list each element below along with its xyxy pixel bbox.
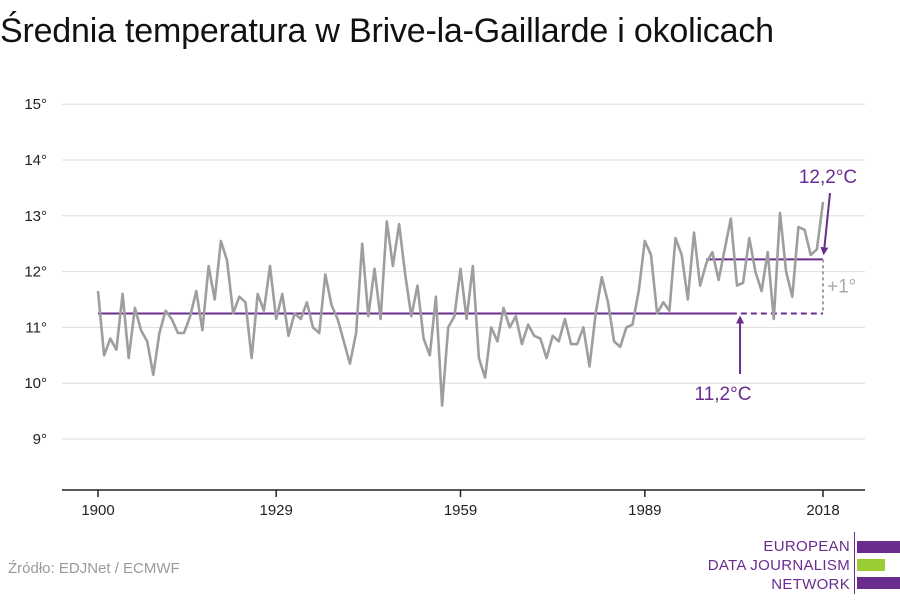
x-tick-label-1929: 1929 — [259, 502, 292, 519]
x-tick-label-1900: 1900 — [81, 502, 114, 519]
logo-bar-purple-top — [857, 541, 900, 553]
y-tick-label-15: 15° — [24, 96, 47, 113]
temperature-series — [96, 201, 825, 407]
y-tick-label-10: 10° — [24, 375, 47, 392]
y-gridlines — [62, 103, 865, 440]
x-axis: 1900 1929 1959 1989 2018 — [62, 489, 865, 519]
y-axis-tick-labels: 9° 10° 11° 12° 13° 14° 15° — [24, 96, 47, 448]
y-tick-label-14: 14° — [24, 152, 47, 169]
logo-bar-green — [857, 559, 885, 571]
y-tick-label-13: 13° — [24, 208, 47, 225]
source-note: Źródło: EDJNet / ECMWF — [8, 560, 180, 577]
x-tick-label-1989: 1989 — [628, 502, 661, 519]
difference-label: +1° — [827, 276, 856, 297]
y-tick-label-11: 11° — [25, 319, 47, 336]
x-tick-label-2018: 2018 — [806, 502, 839, 519]
logo-line-1: EUROPEAN — [763, 538, 850, 555]
logo-bar-purple-bottom — [857, 577, 900, 589]
logo-line-2: DATA JOURNALISM — [707, 557, 850, 574]
logo-divider — [854, 532, 855, 594]
annotations: +1° 11,2°C 12,2°C — [695, 167, 858, 405]
y-tick-label-12: 12° — [24, 264, 47, 281]
recent-value-label: 12,2°C — [799, 167, 857, 188]
recent-arrow — [820, 192, 831, 256]
chart-title: Średnia temperatura w Brive-la-Gaillarde… — [0, 12, 774, 50]
baseline-value-label: 11,2°C — [695, 384, 752, 405]
x-tick-label-1959: 1959 — [444, 502, 477, 519]
logo-line-3: NETWORK — [771, 576, 850, 593]
y-tick-label-9: 9° — [33, 431, 47, 448]
edjnet-logo: EUROPEAN DATA JOURNALISM NETWORK — [700, 532, 900, 596]
temperature-line — [96, 201, 825, 407]
